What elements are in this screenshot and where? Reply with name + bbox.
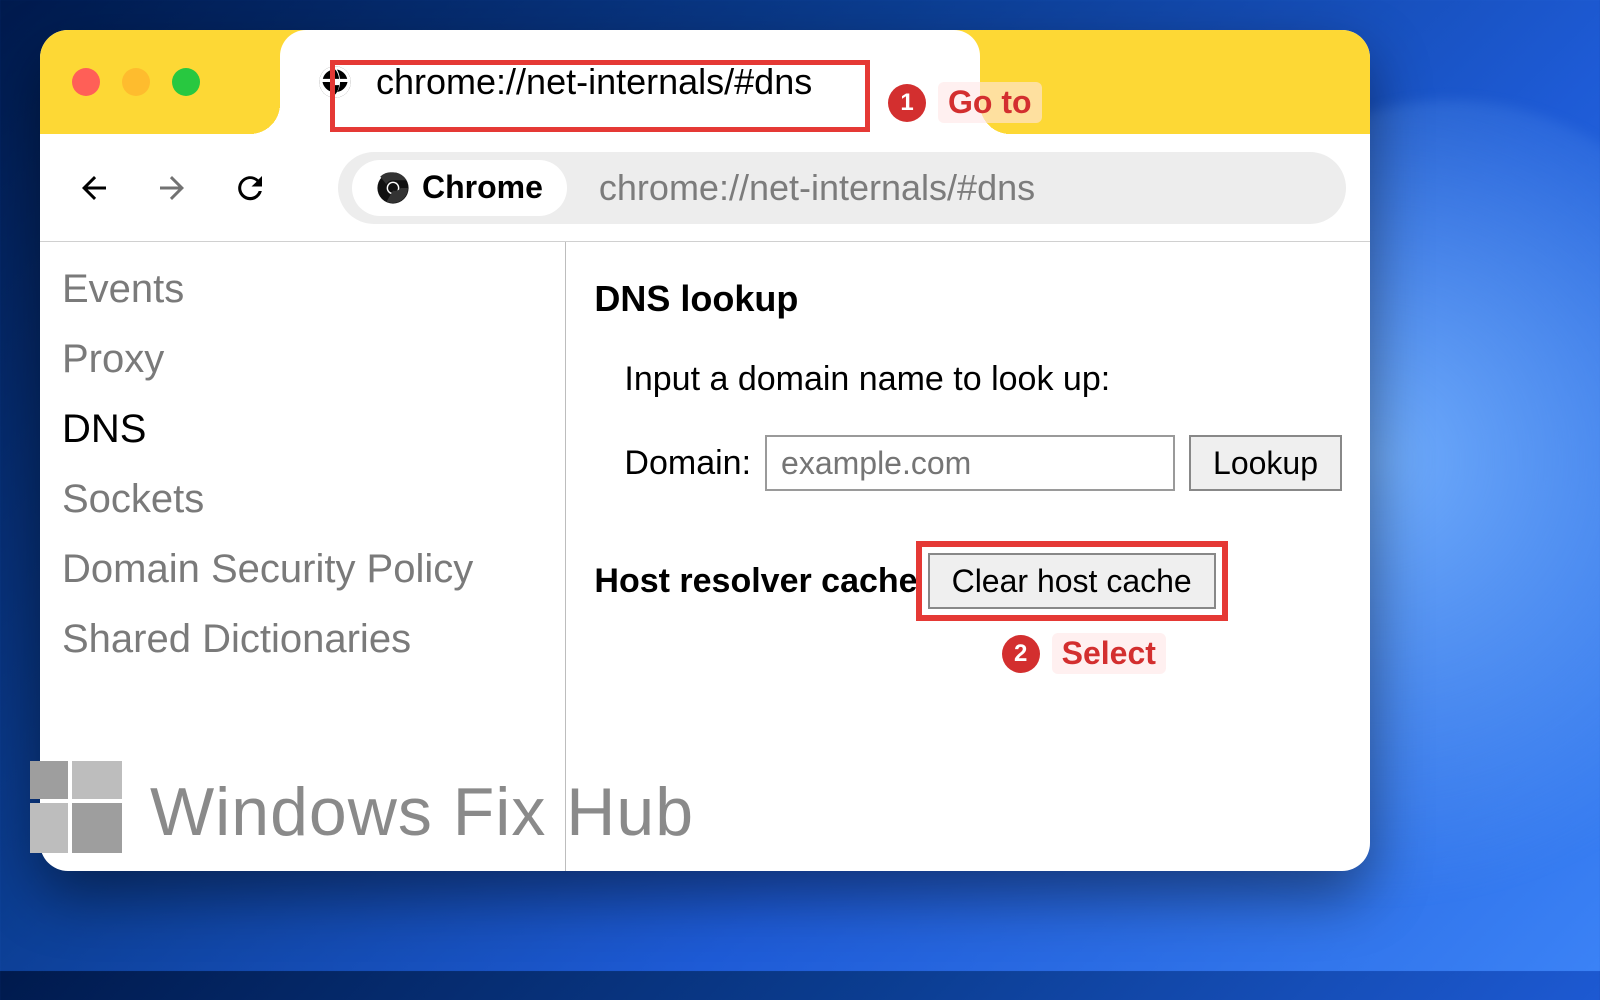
- site-chip-label: Chrome: [422, 169, 543, 206]
- browser-window: chrome://net-internals/#dns 1 Go to: [40, 30, 1370, 871]
- globe-icon: [316, 63, 354, 101]
- site-chip[interactable]: Chrome: [352, 160, 567, 216]
- arrow-right-icon: [154, 170, 190, 206]
- annotation-text-2: Select: [1052, 633, 1166, 674]
- sidebar-item-sockets[interactable]: Sockets: [40, 464, 565, 534]
- chrome-icon: [376, 171, 410, 205]
- host-resolver-heading: Host resolver cache: [594, 562, 917, 601]
- watermark-logo: [0, 741, 130, 871]
- tab-bar: chrome://net-internals/#dns: [40, 30, 1370, 134]
- clear-host-cache-button[interactable]: Clear host cache: [928, 553, 1216, 609]
- forward-button[interactable]: [142, 158, 202, 218]
- close-window-button[interactable]: [72, 68, 100, 96]
- annotation-badge-2: 2: [1002, 635, 1040, 673]
- sidebar-item-shared-dictionaries[interactable]: Shared Dictionaries: [40, 604, 565, 674]
- tab-title: chrome://net-internals/#dns: [376, 61, 812, 103]
- domain-input[interactable]: [765, 435, 1175, 491]
- address-bar-url: chrome://net-internals/#dns: [599, 167, 1035, 209]
- sidebar-item-domain-security-policy[interactable]: Domain Security Policy: [40, 534, 565, 604]
- reload-icon: [232, 170, 268, 206]
- window-controls: [72, 68, 200, 96]
- address-bar[interactable]: Chrome chrome://net-internals/#dns: [338, 152, 1346, 224]
- arrow-left-icon: [76, 170, 112, 206]
- dns-lookup-heading: DNS lookup: [594, 278, 1342, 320]
- sidebar-item-proxy[interactable]: Proxy: [40, 324, 565, 394]
- sidebar-item-dns[interactable]: DNS: [40, 394, 565, 464]
- reload-button[interactable]: [220, 158, 280, 218]
- domain-label: Domain:: [624, 444, 751, 483]
- minimize-window-button[interactable]: [122, 68, 150, 96]
- lookup-button[interactable]: Lookup: [1189, 435, 1342, 491]
- browser-tab[interactable]: chrome://net-internals/#dns: [280, 30, 980, 134]
- sidebar-item-events[interactable]: Events: [40, 254, 565, 324]
- host-resolver-row: Host resolver cache Clear host cache: [594, 553, 1342, 609]
- watermark-text: Windows Fix Hub: [150, 773, 694, 851]
- annotation-2: 2 Select: [1002, 633, 1166, 674]
- lookup-row: Domain: Lookup: [624, 435, 1342, 491]
- toolbar: Chrome chrome://net-internals/#dns: [40, 134, 1370, 242]
- back-button[interactable]: [64, 158, 124, 218]
- maximize-window-button[interactable]: [172, 68, 200, 96]
- lookup-instruction: Input a domain name to look up:: [624, 360, 1342, 399]
